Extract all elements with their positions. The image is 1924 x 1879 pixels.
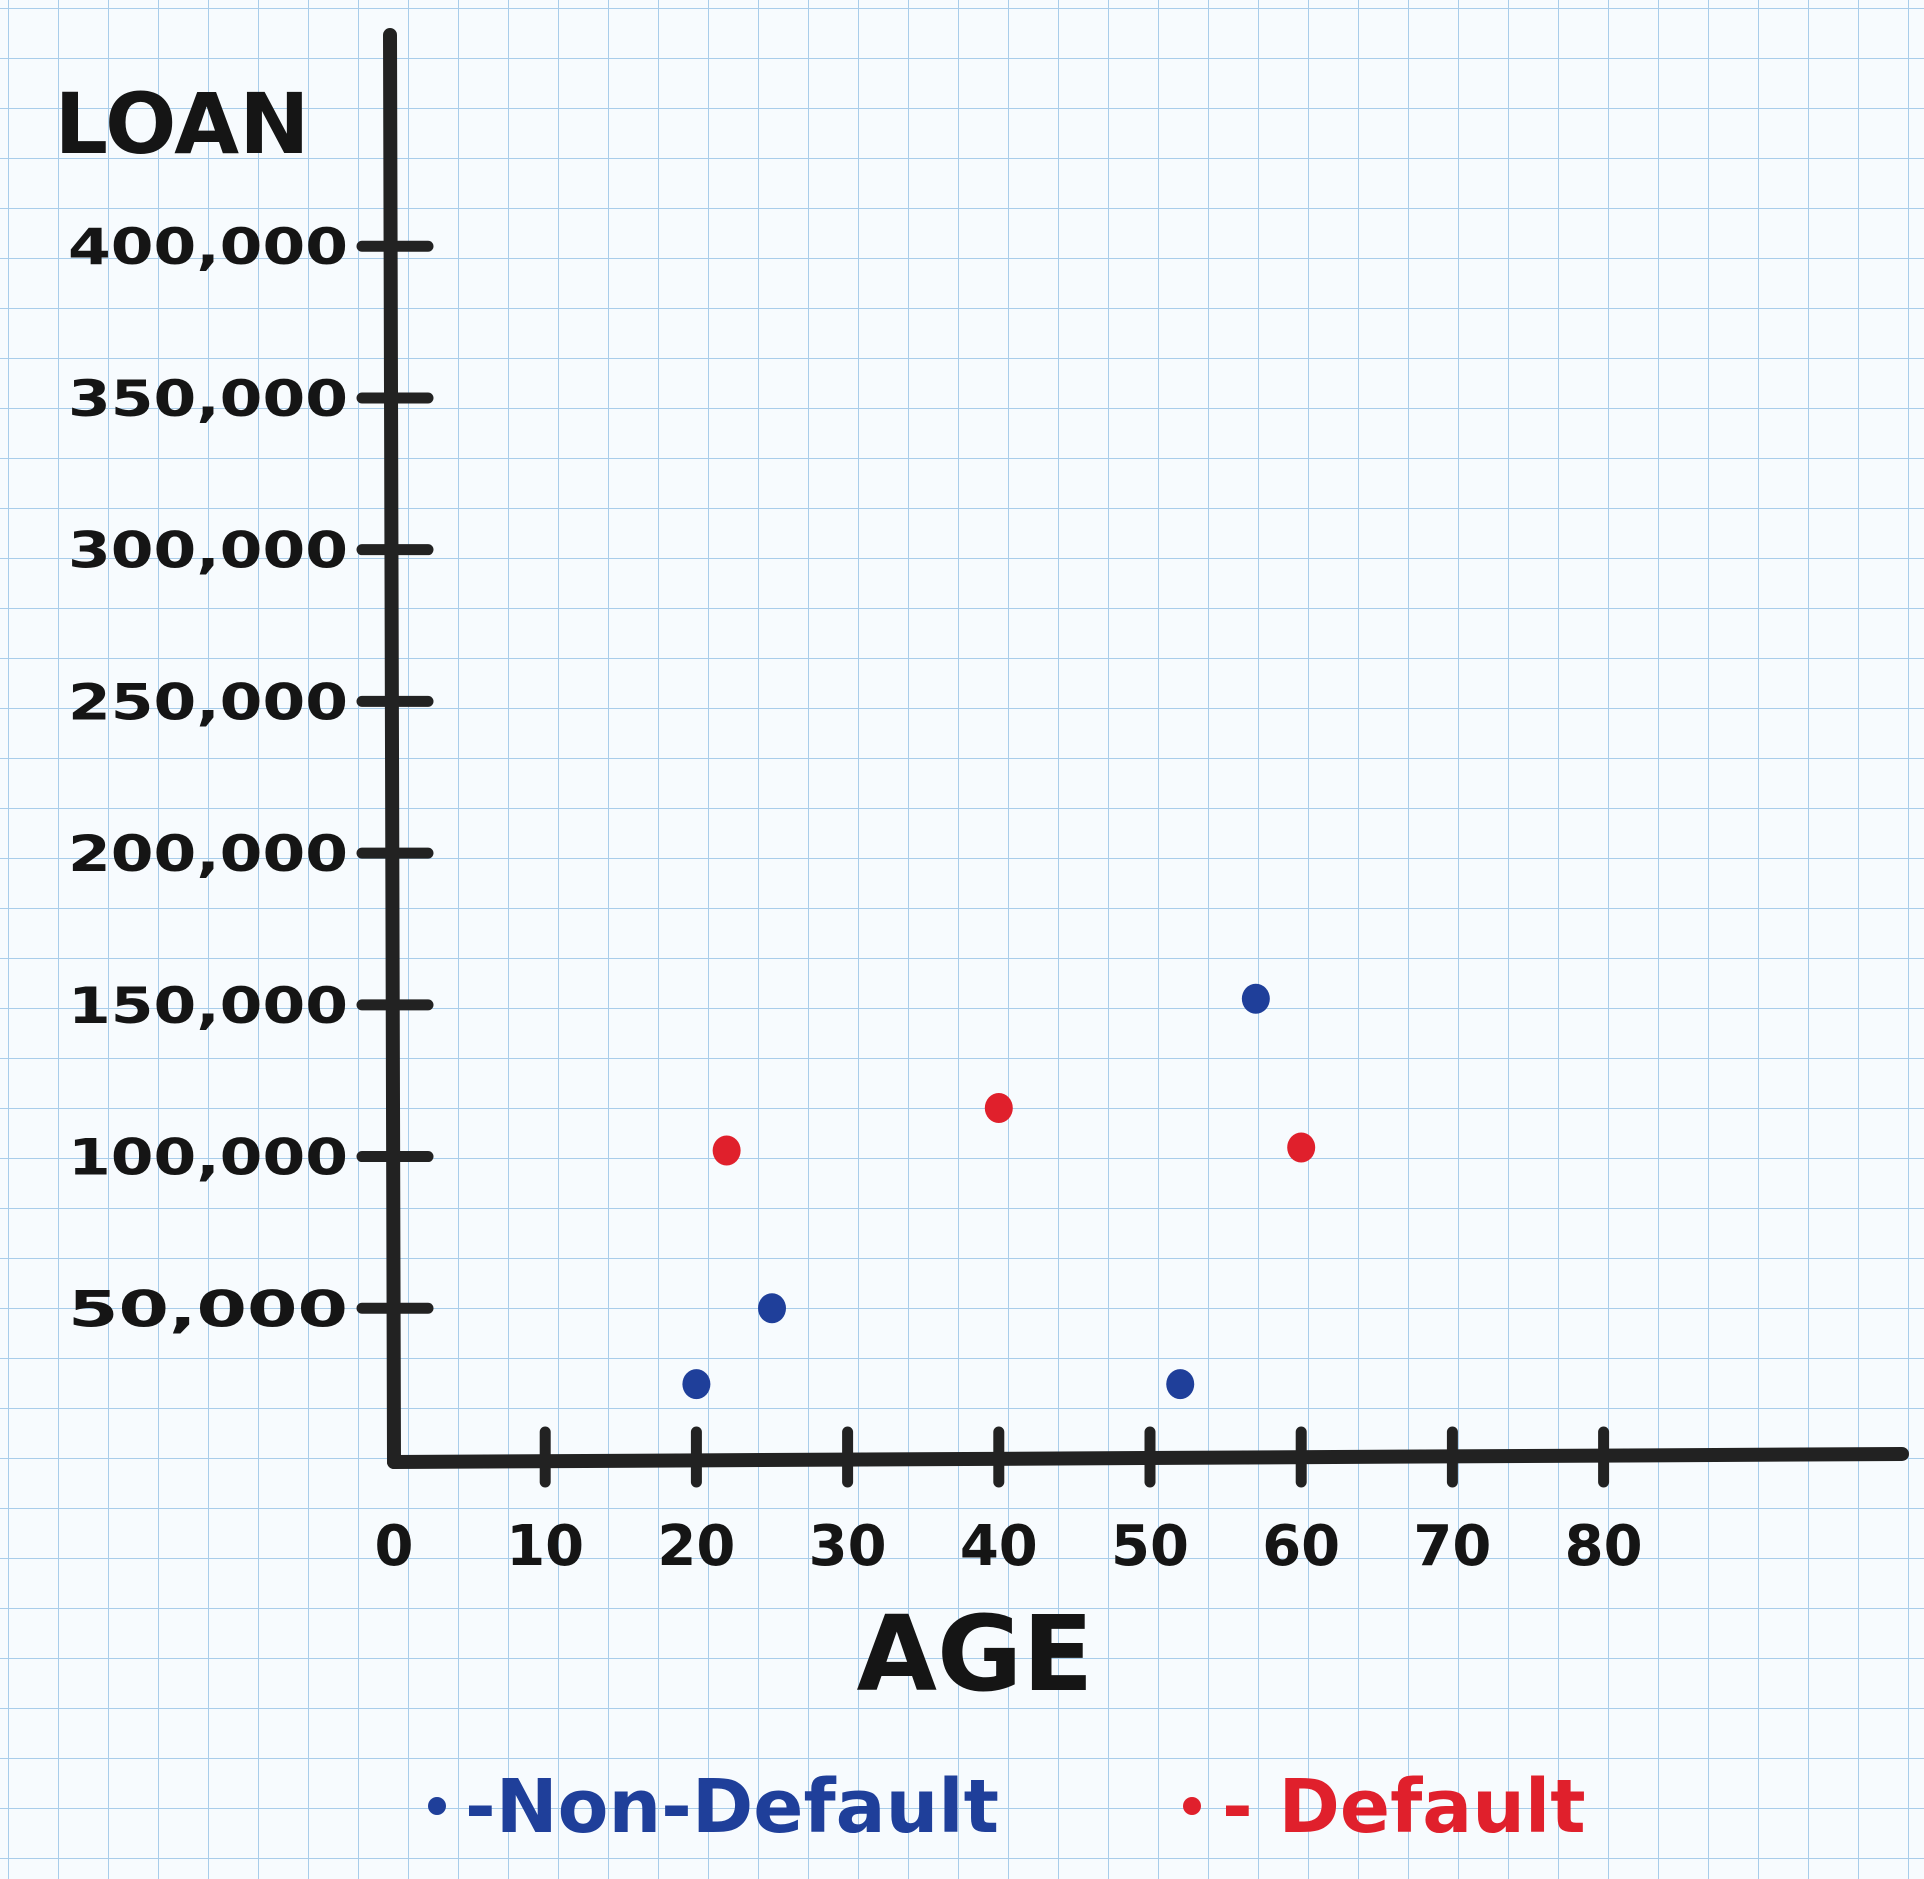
data-point-default [1287,1132,1316,1163]
data-point-non-default [758,1293,786,1324]
legend-marker-default [1183,1797,1201,1815]
legend-item-non-default: -Non-Default [428,1764,999,1850]
x-tick-label: 20 [657,1514,735,1579]
y-tick-label: 50,000 [68,1280,348,1338]
y-tick-label: 150,000 [68,977,348,1035]
data-point-non-default [1166,1369,1195,1400]
y-axis-line [383,28,401,1469]
x-axis-ticks: 0 10 20 30 40 50 60 70 80 [375,1426,1643,1579]
chart-axes [383,28,1909,1469]
y-tick-label: 400,000 [68,218,348,276]
y-tick-label: 100,000 [68,1129,348,1187]
y-axis-ticks: 50,000 100,000 150,000 200,000 250,000 300,00… [68,218,434,1338]
x-tick-label: 0 [375,1514,414,1579]
x-tick-label: 60 [1262,1514,1340,1579]
legend: -Non-Default - Default [428,1764,1586,1850]
x-axis-label: AGE [857,1593,1094,1715]
legend-label-non-default: -Non-Default [465,1764,999,1850]
legend-item-default: - Default [1183,1764,1586,1850]
data-points [682,983,1316,1400]
data-point-non-default [1241,983,1270,1014]
y-tick-label: 200,000 [68,825,348,883]
data-point-default [712,1135,741,1166]
x-tick-label: 10 [506,1514,584,1579]
legend-marker-non-default [428,1797,446,1815]
data-point-non-default [682,1369,711,1400]
x-tick-label: 30 [809,1514,887,1579]
y-axis-label: LOAN [55,75,310,173]
x-tick-label: 70 [1413,1514,1491,1579]
legend-label-default: - Default [1222,1764,1586,1850]
y-tick-label: 300,000 [68,522,348,580]
x-tick-label: 80 [1565,1514,1643,1579]
data-point-default [984,1093,1013,1124]
x-tick-label: 40 [960,1514,1038,1579]
x-tick-label: 50 [1111,1514,1189,1579]
y-tick-label: 250,000 [68,673,348,731]
y-tick-label: 350,000 [68,370,348,428]
